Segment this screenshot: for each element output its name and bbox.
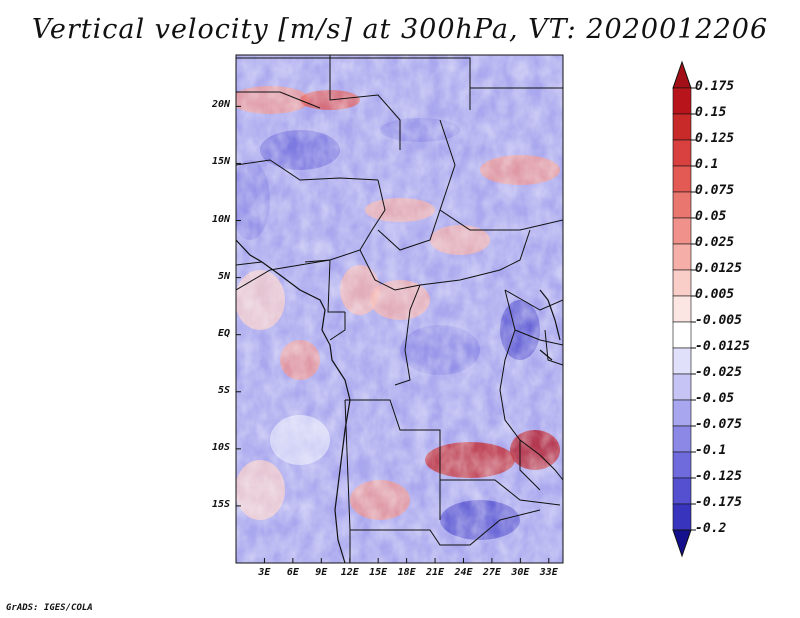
velocity-field [236, 55, 563, 563]
colorbar-swatch [672, 451, 692, 479]
lat-label: 20N [211, 99, 230, 111]
lat-label: 15N [211, 156, 230, 168]
colorbar-swatch [672, 347, 692, 375]
grads-credit: GrADS: IGES/COLA [6, 603, 93, 613]
lat-label: 15S [211, 498, 230, 510]
colorbar-label: 0.025 [695, 235, 735, 250]
lon-label: 9E [315, 567, 328, 578]
lat-label: 5S [217, 384, 230, 396]
colorbar-bottom-arrow [672, 529, 692, 558]
lon-label: 3E [258, 567, 271, 578]
lon-label: 30E [511, 567, 530, 578]
colorbar-swatch [672, 295, 692, 323]
colorbar-swatch [672, 503, 692, 531]
lon-label: 24E [454, 567, 473, 578]
lat-label: 5N [217, 270, 230, 282]
colorbar-label: -0.2 [695, 521, 727, 536]
colorbar-label: -0.05 [695, 391, 735, 406]
colorbar-label: -0.075 [695, 417, 742, 432]
colorbar-swatch [672, 425, 692, 453]
lat-label: EQ [217, 327, 230, 339]
colorbar-swatch [672, 113, 692, 141]
colorbar-label: 0.1 [695, 157, 719, 172]
colorbar-swatch [672, 269, 692, 297]
colorbar-swatch [672, 321, 692, 349]
colorbar-label: -0.125 [695, 469, 742, 484]
colorbar-label: -0.0125 [695, 339, 750, 354]
colorbar [672, 60, 696, 558]
colorbar-swatch [672, 399, 692, 427]
lon-label: 12E [340, 567, 359, 578]
colorbar-label: 0.005 [695, 287, 735, 302]
colorbar-label: -0.1 [695, 443, 727, 458]
colorbar-label: 0.175 [695, 79, 735, 94]
lat-label: 10S [211, 441, 230, 453]
country-borders [236, 55, 563, 563]
coastline [236, 239, 561, 563]
colorbar-swatch [672, 87, 692, 115]
colorbar-label: -0.005 [695, 313, 742, 328]
colorbar-swatch [672, 165, 692, 193]
axis-ticks [236, 105, 550, 563]
lon-label: 33E [539, 567, 558, 578]
colorbar-label: 0.15 [695, 105, 727, 120]
lon-label: 18E [397, 567, 416, 578]
lon-label: 27E [482, 567, 501, 578]
colorbar-label: 0.0125 [695, 261, 742, 276]
plot-frame [235, 54, 564, 564]
colorbar-swatch [672, 191, 692, 219]
colorbar-label: 0.075 [695, 183, 735, 198]
colorbar-label: -0.025 [695, 365, 742, 380]
lon-label: 15E [369, 567, 388, 578]
colorbar-swatch [672, 139, 692, 167]
lon-label: 6E [286, 567, 299, 578]
colorbar-label: -0.175 [695, 495, 742, 510]
colorbar-top-arrow [672, 60, 692, 89]
lat-label: 10N [211, 213, 230, 225]
colorbar-label: 0.125 [695, 131, 735, 146]
colorbar-label: 0.05 [695, 209, 727, 224]
chart-title: Vertical velocity [m/s] at 300hPa, VT: 2… [31, 14, 769, 45]
lon-label: 21E [426, 567, 445, 578]
colorbar-swatch [672, 243, 692, 271]
colorbar-swatch [672, 217, 692, 245]
colorbar-swatch [672, 477, 692, 505]
colorbar-swatch [672, 373, 692, 401]
